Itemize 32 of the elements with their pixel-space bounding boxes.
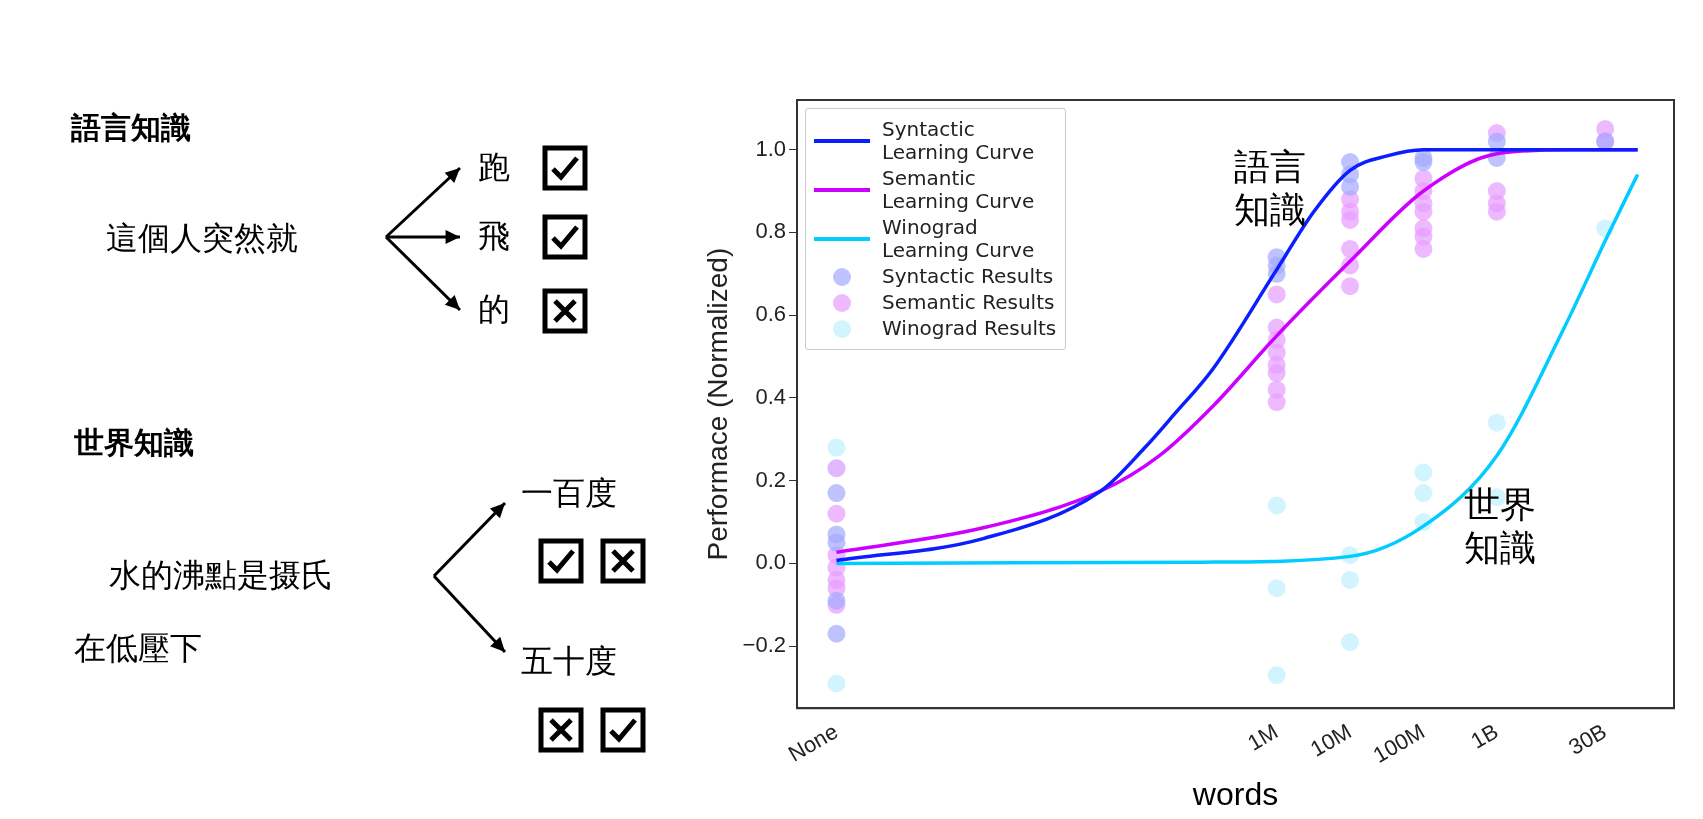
text: 水的沸點是摄氏 bbox=[109, 556, 333, 594]
legend-label: Winograd Learning Curve bbox=[882, 215, 1036, 262]
legend-label: Semantic Results bbox=[882, 290, 1055, 314]
text: 這個人突然就 bbox=[106, 219, 298, 257]
text: 的 bbox=[478, 290, 510, 328]
legend-label: Syntactic Learning Curve bbox=[882, 117, 1036, 164]
y-axis-title: Performace (Normalized) bbox=[701, 247, 733, 561]
text: 一百度 bbox=[521, 474, 617, 512]
annotation: 語言知識 bbox=[1234, 145, 1306, 232]
y-tick-label: 0.0 bbox=[755, 549, 787, 575]
text: 世界知識 bbox=[74, 425, 194, 460]
legend-label: Syntactic Results bbox=[882, 264, 1054, 288]
text: 跑 bbox=[478, 148, 510, 186]
x-tick-label: 10M bbox=[1306, 718, 1356, 762]
text: 飛 bbox=[478, 217, 510, 255]
legend-label: Winograd Results bbox=[882, 316, 1057, 340]
x-tick-label: 1B bbox=[1466, 718, 1503, 754]
y-tick-label: 0.2 bbox=[755, 466, 787, 492]
x-tick-label: 30B bbox=[1564, 718, 1611, 760]
annotation: 世界知識 bbox=[1464, 483, 1536, 570]
y-tick-label: −0.2 bbox=[742, 632, 787, 658]
y-tick-label: 0.8 bbox=[755, 218, 787, 244]
text: 語言知識 bbox=[71, 110, 191, 145]
y-tick-label: 0.6 bbox=[755, 301, 787, 327]
y-tick-label: 1.0 bbox=[755, 135, 787, 161]
y-tick-label: 0.4 bbox=[755, 383, 787, 409]
legend-label: Semantic Learning Curve bbox=[882, 166, 1036, 213]
x-tick-label: None bbox=[783, 718, 843, 767]
x-tick-label: 1M bbox=[1243, 718, 1283, 756]
text: 五十度 bbox=[521, 642, 617, 680]
text: 在低壓下 bbox=[74, 629, 202, 667]
x-axis-title: words bbox=[1191, 775, 1279, 812]
